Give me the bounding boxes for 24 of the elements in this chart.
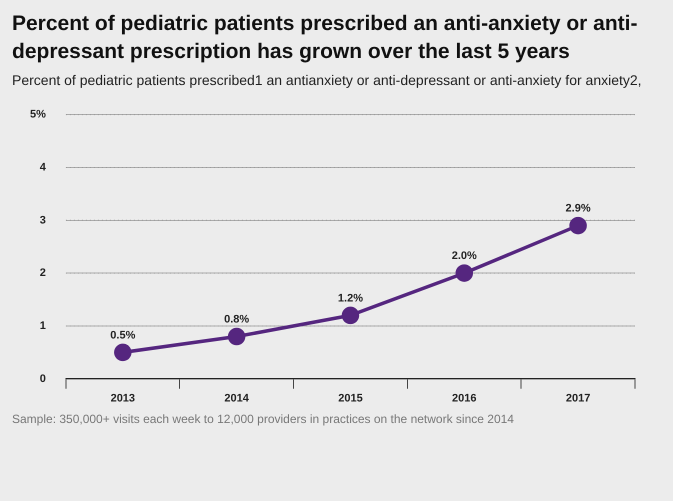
chart-title: Percent of pediatric patients prescribed an anti-anxiety or anti-depressant prescription has grown over the last 5 years (12, 11, 638, 65)
x-tick-label: 2013 (110, 392, 136, 404)
data-label: 0.5% (110, 329, 136, 342)
data-label: 0.8% (224, 314, 250, 326)
point (456, 264, 474, 282)
point (228, 328, 246, 346)
data-label: 2.0% (452, 250, 478, 262)
y-tick-label: 4 (40, 161, 47, 174)
data-label: 2.9% (566, 202, 591, 215)
y-tick-label: 2 (40, 267, 46, 280)
point (342, 306, 360, 324)
chart-subtitle: Percent of pediatric patients prescribed1 an antianxiety or anti-depressant or anti-anxiety for anxiety2, (12, 72, 643, 88)
y-tick-label: 5% (30, 108, 46, 121)
x-tick-label: 2015 (338, 392, 363, 404)
point (114, 344, 132, 362)
x-tick-label: 2016 (452, 392, 477, 404)
x-tick-label: 2017 (566, 392, 590, 404)
y-tick-label: 1 (40, 320, 46, 332)
point (569, 216, 587, 234)
data-label: 1.2% (338, 292, 364, 304)
x-tick-label: 2014 (224, 392, 250, 404)
y-tick-label: 3 (40, 214, 46, 226)
text: Sample: 350,000+ visits each week to 12,000 providers in practices on the network since 2014 (12, 412, 515, 426)
y-tick-label: 0 (40, 372, 46, 385)
